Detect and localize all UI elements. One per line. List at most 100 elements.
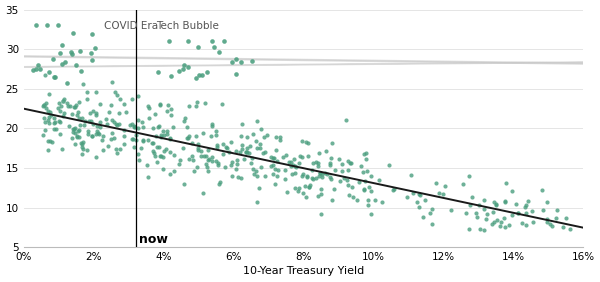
Point [86, 51, 95, 56]
Point [317, 172, 327, 176]
Point [58, 114, 68, 118]
Point [125, 123, 134, 127]
Point [143, 104, 152, 108]
Point [28, 67, 38, 72]
Point [72, 134, 82, 138]
Point [408, 190, 418, 195]
Point [223, 146, 232, 150]
Point [44, 115, 53, 120]
Point [148, 141, 158, 145]
Point [56, 103, 65, 108]
Point [343, 158, 353, 163]
Point [134, 158, 143, 162]
Point [490, 220, 499, 224]
Point [314, 174, 324, 179]
Point [366, 174, 376, 179]
Point [70, 105, 80, 109]
Point [142, 163, 152, 168]
Point [427, 207, 437, 212]
Point [215, 180, 224, 185]
Point [339, 176, 349, 180]
Point [253, 199, 262, 204]
Point [461, 211, 470, 215]
Point [158, 155, 167, 160]
Point [68, 52, 77, 56]
Point [244, 151, 254, 155]
Point [51, 127, 61, 131]
Point [500, 199, 509, 204]
Point [49, 75, 59, 79]
Point [74, 100, 84, 105]
Point [162, 129, 172, 134]
Point [201, 154, 211, 158]
Point [149, 126, 158, 130]
Point [49, 120, 59, 125]
Point [58, 98, 68, 103]
Point [128, 96, 137, 101]
Point [74, 115, 84, 120]
Point [305, 183, 315, 187]
Point [193, 146, 202, 151]
Point [191, 76, 200, 80]
Point [85, 111, 95, 115]
Point [130, 144, 139, 149]
Point [133, 94, 143, 99]
Point [521, 222, 530, 227]
Point [458, 182, 467, 187]
Point [127, 122, 137, 126]
Point [204, 157, 214, 162]
Point [79, 140, 88, 144]
Point [529, 219, 538, 224]
Point [94, 131, 103, 135]
Point [487, 222, 497, 226]
Point [214, 162, 223, 167]
Point [181, 116, 190, 120]
Point [103, 144, 113, 148]
Point [343, 182, 353, 187]
Point [89, 109, 98, 113]
Point [389, 187, 399, 191]
Point [219, 39, 229, 43]
Point [43, 148, 53, 152]
Point [248, 132, 257, 136]
Point [467, 195, 476, 200]
Point [166, 74, 175, 78]
Point [476, 226, 485, 231]
Point [208, 124, 217, 128]
Point [206, 134, 216, 138]
Point [91, 113, 101, 118]
Point [91, 111, 100, 116]
Point [41, 106, 50, 111]
Point [77, 116, 86, 120]
Point [464, 173, 473, 178]
Point [106, 137, 116, 142]
Point [565, 227, 575, 231]
Point [521, 211, 530, 215]
Text: now: now [139, 233, 168, 246]
Point [115, 96, 125, 101]
Point [77, 69, 86, 73]
Point [178, 67, 188, 71]
Point [308, 161, 318, 166]
Point [184, 65, 193, 69]
Point [257, 127, 266, 131]
Point [412, 200, 422, 204]
Point [259, 135, 268, 140]
Point [271, 148, 281, 153]
Point [73, 110, 82, 114]
Point [98, 147, 108, 152]
Point [156, 135, 166, 139]
Point [325, 163, 334, 168]
Point [154, 69, 163, 74]
Point [95, 102, 104, 106]
Point [87, 134, 97, 138]
Point [539, 208, 548, 212]
Point [45, 138, 55, 143]
Point [194, 73, 204, 78]
Point [74, 135, 84, 139]
Point [45, 110, 55, 114]
Point [203, 158, 213, 162]
Point [361, 157, 371, 161]
Point [364, 185, 374, 189]
Point [286, 160, 296, 164]
